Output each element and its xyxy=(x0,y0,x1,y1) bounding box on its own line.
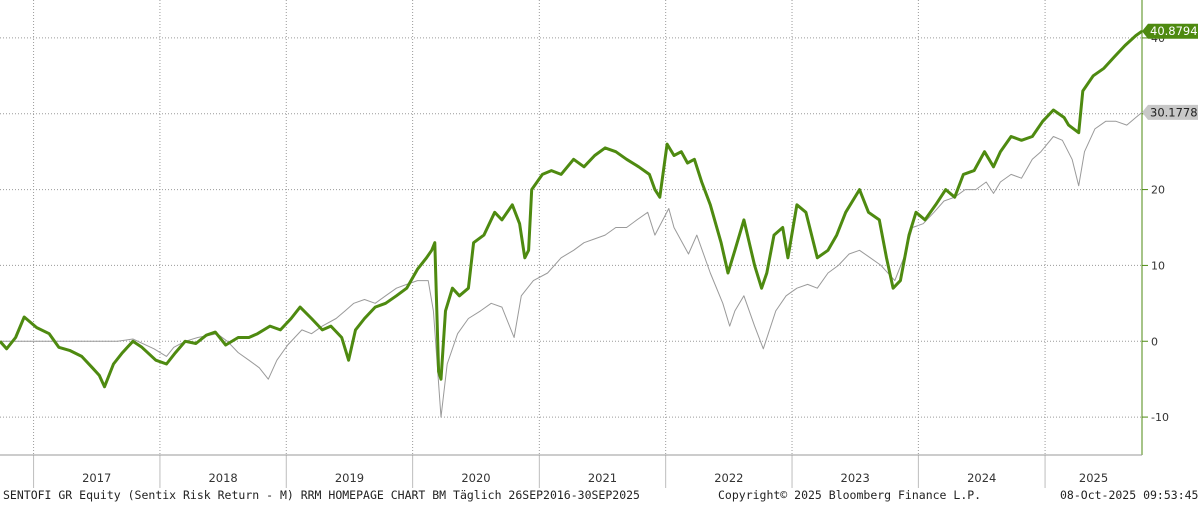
series-line-1 xyxy=(0,112,1143,418)
y-tick-label: 10 xyxy=(1151,259,1165,272)
line-chart: -100102030402017201820192020202120222023… xyxy=(0,0,1198,488)
last-value-tag xyxy=(1142,104,1198,120)
plot-area xyxy=(0,0,1142,455)
last-value-label: 40.8794 xyxy=(1150,24,1198,38)
x-year-label: 2017 xyxy=(82,471,111,485)
chart-description: SENTOFI GR Equity (Sentix Risk Return - … xyxy=(3,488,640,502)
x-year-label: 2023 xyxy=(841,471,870,485)
series-line-0 xyxy=(0,29,1143,389)
last-value-tag xyxy=(1142,23,1198,39)
y-tick-label: -10 xyxy=(1151,411,1169,424)
y-tick-label: 20 xyxy=(1151,184,1165,197)
timestamp: 08-Oct-2025 09:53:45 xyxy=(1060,488,1198,502)
x-year-label: 2025 xyxy=(1079,471,1108,485)
x-year-label: 2024 xyxy=(967,471,996,485)
x-year-label: 2022 xyxy=(714,471,743,485)
x-year-label: 2018 xyxy=(208,471,237,485)
y-tick-label: 0 xyxy=(1151,335,1158,348)
x-year-label: 2021 xyxy=(588,471,617,485)
x-year-label: 2020 xyxy=(461,471,490,485)
last-value-label: 30.1778 xyxy=(1150,105,1198,119)
copyright-notice: Copyright© 2025 Bloomberg Finance L.P. xyxy=(718,488,982,502)
x-year-label: 2019 xyxy=(335,471,364,485)
